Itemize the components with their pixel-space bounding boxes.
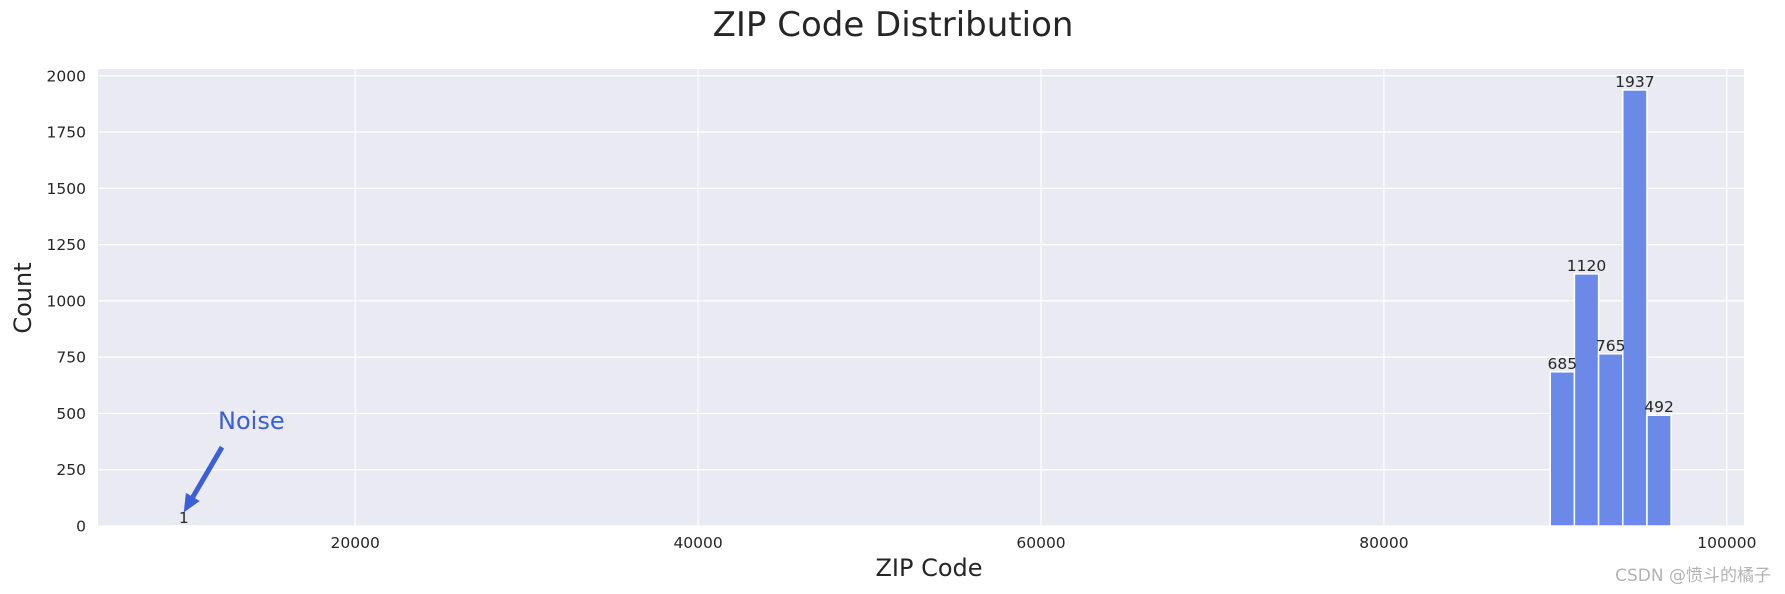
bar-value-label: 1937: [1615, 73, 1654, 91]
y-tick-label: 1000: [47, 292, 86, 310]
y-axis-label: Count: [9, 262, 37, 333]
grid-lines: [98, 69, 1744, 527]
chart-title: ZIP Code Distribution: [713, 5, 1074, 45]
x-axis-label: ZIP Code: [875, 554, 982, 582]
y-tick-label: 1500: [47, 180, 86, 198]
x-tick-label: 20000: [331, 534, 380, 552]
bar-value-label: 492: [1644, 398, 1674, 416]
y-tick-label: 750: [56, 349, 86, 367]
y-tick-label: 250: [56, 461, 86, 479]
annotation-text: Noise: [218, 407, 285, 435]
y-tick-label: 0: [76, 518, 86, 536]
histogram-bar: [1573, 273, 1600, 527]
annotation-arrow-head: [183, 492, 200, 513]
x-tick-label: 40000: [673, 534, 722, 552]
watermark: CSDN @愤斗的橘子: [1615, 566, 1771, 586]
bar-value-label: 1120: [1567, 257, 1606, 275]
x-tick-label: 80000: [1359, 534, 1408, 552]
bar-value-label: 765: [1596, 337, 1626, 355]
bar-value-label: 685: [1548, 355, 1578, 373]
y-tick-label: 1750: [47, 124, 86, 142]
bars: [170, 89, 1672, 527]
data-labels: 1 685 1120 765 1937 492: [179, 73, 1674, 527]
y-tick-label: 2000: [47, 67, 86, 85]
y-tick-label: 500: [56, 405, 86, 423]
x-tick-label: 60000: [1016, 534, 1065, 552]
noise-annotation: Noise: [183, 407, 285, 513]
histogram-bar: [1597, 353, 1624, 527]
plot-area: [98, 69, 1744, 526]
x-tick-label: 100000: [1697, 534, 1756, 552]
bar-value-label: 1: [179, 509, 189, 527]
histogram-bar: [1549, 371, 1576, 527]
histogram-bar: [1622, 89, 1648, 527]
histogram-bar: [1646, 414, 1672, 527]
annotation-arrow-shaft: [190, 445, 225, 499]
y-tick-label: 1250: [47, 236, 86, 254]
tick-labels: 0 250 500 750 1000 1250 1500 1750 2000 20000 40000…: [47, 67, 1757, 552]
